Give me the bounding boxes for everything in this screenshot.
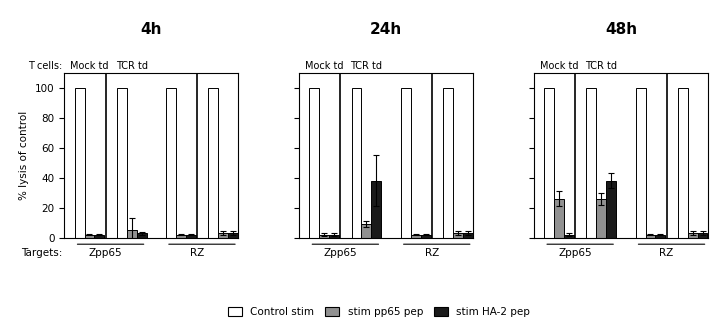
Bar	[208, 87, 218, 238]
Text: Targets:: Targets:	[21, 248, 63, 257]
Bar	[646, 235, 656, 238]
Text: TCR td: TCR td	[116, 61, 148, 71]
Bar	[117, 87, 127, 238]
Text: RZ: RZ	[190, 248, 204, 257]
Bar	[688, 233, 698, 238]
Bar	[656, 235, 666, 238]
Bar	[636, 87, 646, 238]
Bar	[320, 235, 329, 238]
Bar	[74, 87, 84, 238]
Title: 24h: 24h	[370, 22, 403, 37]
Bar	[443, 87, 453, 238]
Text: Zpp65: Zpp65	[324, 248, 358, 257]
Bar	[228, 233, 238, 238]
Bar	[596, 199, 606, 238]
Bar	[554, 199, 564, 238]
Y-axis label: % lysis of control: % lysis of control	[19, 111, 29, 200]
Text: T cells:: T cells:	[29, 61, 63, 71]
Bar	[586, 87, 596, 238]
Bar	[84, 235, 94, 238]
Bar	[401, 87, 410, 238]
Bar	[176, 235, 186, 238]
Bar	[678, 87, 688, 238]
Bar	[137, 233, 147, 238]
Title: 48h: 48h	[605, 22, 637, 37]
Bar	[352, 87, 362, 238]
Text: Mock td: Mock td	[540, 61, 578, 71]
Bar	[544, 87, 554, 238]
Text: RZ: RZ	[425, 248, 439, 257]
Bar	[453, 233, 463, 238]
Text: Mock td: Mock td	[305, 61, 343, 71]
Bar	[166, 87, 176, 238]
Bar	[371, 181, 381, 238]
Text: TCR td: TCR td	[586, 61, 617, 71]
Bar	[329, 235, 339, 238]
Bar	[420, 235, 430, 238]
Bar	[698, 233, 708, 238]
Text: TCR td: TCR td	[350, 61, 383, 71]
Bar	[186, 235, 196, 238]
Bar	[218, 233, 228, 238]
Title: 4h: 4h	[141, 22, 162, 37]
Bar	[310, 87, 320, 238]
Bar	[94, 235, 104, 238]
Text: Zpp65: Zpp65	[89, 248, 122, 257]
Bar	[606, 181, 616, 238]
Text: Mock td: Mock td	[70, 61, 109, 71]
Bar	[362, 224, 371, 238]
Legend: Control stim, stim pp65 pep, stim HA-2 pep: Control stim, stim pp65 pep, stim HA-2 p…	[223, 303, 535, 321]
Bar	[463, 233, 473, 238]
Bar	[410, 235, 420, 238]
Bar	[127, 230, 137, 238]
Text: RZ: RZ	[659, 248, 674, 257]
Text: Zpp65: Zpp65	[558, 248, 592, 257]
Bar	[564, 235, 574, 238]
